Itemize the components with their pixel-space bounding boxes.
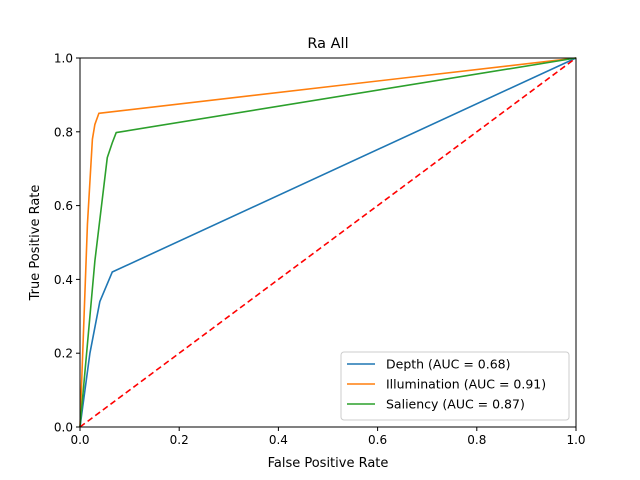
y-tick-label: 1.0 [54,52,73,66]
y-tick-label: 0.4 [54,273,73,287]
series-layer [79,57,577,428]
y-axis: 0.0 0.2 0.4 0.6 0.8 1.0 [54,52,80,435]
legend-box [340,351,570,421]
y-tick-label: 0.8 [54,125,73,139]
x-axis-label: False Positive Rate [268,456,389,471]
legend-items: Depth (AUC = 0.68) Illumination (AUC = 0.… [347,357,546,412]
x-tick-label: 0.6 [368,433,387,447]
plot-frame [79,57,577,428]
y-tick-label: 0.2 [54,347,73,361]
x-tick-label: 1.0 [566,433,585,447]
legend: Depth (AUC = 0.68) Illumination (AUC = 0.… [340,351,570,421]
chart-title: Ra All [307,36,348,52]
y-tick-label: 0.6 [54,199,73,213]
legend-label: Illumination (AUC = 0.91) [386,377,546,392]
x-tick-label: 0.4 [269,433,288,447]
legend-label: Saliency (AUC = 0.87) [386,397,525,412]
x-axis: 0.0 0.2 0.4 0.6 0.8 1.0 [70,427,586,447]
y-tick-label: 0.0 [54,421,73,435]
series-line-2 [79,57,577,428]
legend-label: Depth (AUC = 0.68) [386,357,510,372]
series-line-3 [79,57,577,428]
y-axis-label: True Positive Rate [28,185,43,302]
x-tick-label: 0.2 [170,433,189,447]
x-tick-label: 0.8 [467,433,486,447]
x-tick-label: 0.0 [70,433,89,447]
series-line-1 [79,57,577,428]
chance-line [79,57,577,428]
